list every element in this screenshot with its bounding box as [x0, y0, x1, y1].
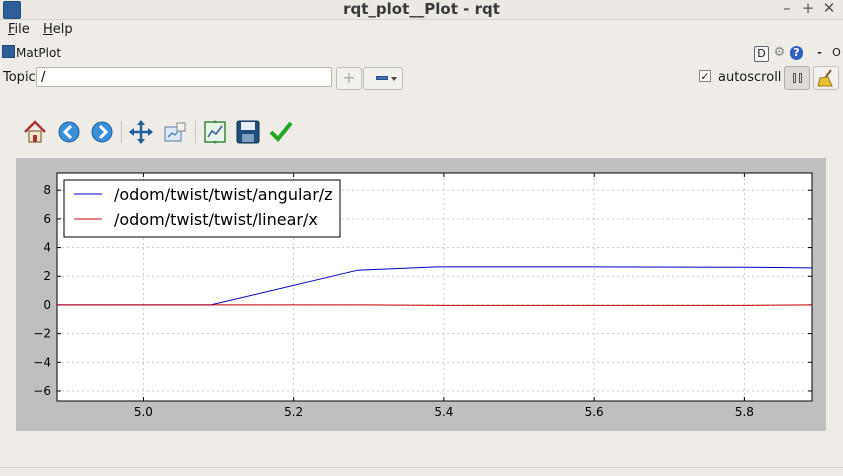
y-tick-label: −6 [33, 384, 51, 398]
pause-icon [793, 73, 796, 83]
minus-icon [376, 76, 388, 80]
menu-help[interactable]: Help [43, 22, 73, 37]
gear-icon[interactable]: ⚙ [773, 45, 786, 60]
edit-axis-icon[interactable] [202, 119, 228, 145]
y-tick-label: 6 [43, 212, 51, 226]
y-tick-label: 2 [43, 269, 51, 283]
home-icon[interactable] [22, 119, 48, 145]
y-tick-label: −2 [33, 327, 51, 341]
series-layer [57, 266, 813, 306]
autoscroll-label: autoscroll [718, 70, 782, 85]
dock-close-button[interactable]: O [832, 46, 841, 59]
forward-arrow-icon[interactable] [89, 119, 115, 145]
legend-label: /odom/twist/twist/angular/z [114, 185, 333, 204]
x-tick-label: 5.8 [735, 405, 754, 419]
y-tick-label: 4 [43, 241, 51, 255]
dock-title: MatPlot [2, 45, 61, 63]
legend: /odom/twist/twist/angular/z/odom/twist/t… [63, 179, 341, 238]
remove-topic-dropdown[interactable] [363, 67, 403, 90]
line-chart[interactable]: 5.0 5.2 5.4 5.6 5.8 8 6 4 2 0 −2 −4 −6 /odom/twist/t… [16, 158, 826, 431]
autoscroll-checkbox[interactable]: ✓ [699, 70, 711, 83]
menu-file[interactable]: File [8, 22, 30, 37]
menu-file-mnemonic: F [8, 22, 15, 37]
matplot-icon [2, 45, 15, 58]
plot-frame: 5.0 5.2 5.4 5.6 5.8 8 6 4 2 0 −2 −4 −6 /odom/twist/t… [16, 158, 826, 431]
window-title: rqt_plot__Plot - rqt [343, 0, 500, 18]
pause-button[interactable] [784, 66, 810, 90]
menu-help-mnemonic: H [43, 22, 53, 37]
axis-ticks: 5.0 5.2 5.4 5.6 5.8 8 6 4 2 0 −2 −4 −6 [33, 173, 812, 419]
clear-button[interactable] [813, 66, 839, 90]
menu-help-label: elp [52, 22, 73, 37]
back-arrow-icon[interactable] [56, 119, 82, 145]
legend-label: /odom/twist/twist/linear/x [114, 210, 318, 229]
window-titlebar: rqt_plot__Plot - rqt – + ✕ [0, 0, 843, 20]
chevron-down-icon [391, 77, 397, 81]
add-topic-button[interactable]: + [336, 67, 362, 90]
help-icon[interactable]: ? [790, 46, 803, 60]
debug-button[interactable]: D [754, 46, 769, 62]
maximize-button[interactable]: + [801, 0, 815, 17]
minimize-button[interactable]: – [783, 0, 791, 17]
status-bar [0, 467, 843, 476]
dock-minimize-button[interactable]: - [817, 46, 822, 59]
pan-icon[interactable] [128, 119, 154, 145]
close-button[interactable]: ✕ [822, 0, 836, 17]
pause-icon-bar [799, 73, 802, 83]
save-icon[interactable] [235, 119, 261, 145]
x-tick-label: 5.2 [284, 405, 303, 419]
topic-input[interactable] [36, 67, 332, 87]
topic-label: Topic [3, 70, 36, 85]
configure-subplots-icon[interactable] [162, 119, 188, 145]
x-tick-label: 5.0 [134, 405, 153, 419]
series-line-1 [57, 304, 813, 306]
x-tick-label: 5.6 [585, 405, 604, 419]
x-tick-label: 5.4 [434, 405, 453, 419]
apply-checkmark-icon[interactable] [268, 119, 294, 145]
broom-icon [817, 69, 833, 87]
rqt-app-icon [3, 1, 21, 19]
menu-file-label: ile [14, 22, 30, 37]
legend-box [63, 179, 341, 238]
y-tick-label: 8 [43, 183, 51, 197]
toolbar-separator [121, 121, 122, 143]
y-tick-label: −4 [33, 355, 51, 369]
dock-title-text: MatPlot [16, 46, 62, 60]
y-tick-label: 0 [43, 298, 51, 312]
toolbar-separator [195, 121, 196, 143]
